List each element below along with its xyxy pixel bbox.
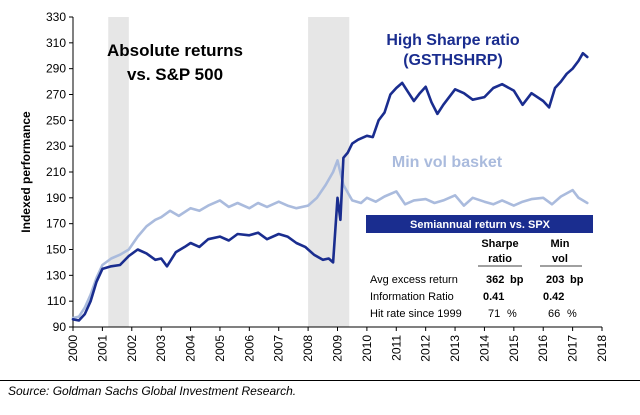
row-label: Information Ratio — [370, 291, 454, 303]
y-tick-label: 170 — [46, 217, 66, 231]
x-tick-label: 2011 — [389, 335, 403, 361]
x-tick-label: 2015 — [507, 335, 521, 362]
row-value-minvol: 203 — [546, 274, 564, 286]
x-tick-label: 2006 — [242, 335, 256, 362]
y-tick-label: 290 — [46, 62, 66, 76]
col-minvol-header-line1: Min — [551, 238, 570, 250]
x-tick-label: 2009 — [331, 335, 345, 362]
recession-shade — [108, 17, 129, 327]
row-value-minvol: 0.42 — [543, 291, 564, 303]
y-tick-label: 110 — [47, 294, 66, 308]
y-tick-label: 250 — [46, 113, 66, 127]
x-tick-label: 2004 — [184, 335, 198, 362]
chart-title-line2: vs. S&P 500 — [127, 65, 223, 84]
col-sharpe-header-line2: ratio — [488, 253, 512, 265]
x-tick-label: 2014 — [477, 335, 491, 362]
y-tick-label: 130 — [46, 268, 66, 282]
series-line-high-sharpe — [71, 51, 589, 322]
x-tick-label: 2008 — [301, 335, 315, 362]
x-tick-label: 2005 — [213, 335, 227, 362]
y-tick-label: 190 — [46, 191, 66, 205]
x-tick-label: 2012 — [419, 335, 433, 362]
y-tick-label: 310 — [46, 36, 66, 50]
y-ticks: 90 110 130 150 170 190 210 230 250 270 290 310 330 — [46, 10, 73, 334]
row-unit-minvol: % — [567, 308, 577, 320]
y-tick-label: 230 — [46, 139, 66, 153]
row-unit-sharpe: % — [507, 308, 517, 320]
shaded-periods — [108, 17, 350, 327]
source-rule — [0, 380, 640, 381]
row-value-sharpe: 0.41 — [483, 291, 504, 303]
stats-table-header: Semiannual return vs. SPX — [410, 219, 551, 231]
row-unit-sharpe: bp — [510, 274, 524, 286]
col-sharpe-header-line1: Sharpe — [481, 238, 518, 250]
x-tick-label: 2001 — [95, 335, 109, 362]
y-tick-label: 90 — [53, 320, 67, 334]
y-tick-label: 150 — [46, 243, 66, 257]
row-unit-minvol: bp — [570, 274, 584, 286]
x-tick-label: 2000 — [66, 335, 80, 362]
stats-table: Semiannual return vs. SPX Sharpe ratio M… — [364, 213, 594, 325]
col-minvol-header-line2: vol — [552, 253, 568, 265]
y-tick-label: 270 — [46, 88, 66, 102]
row-value-sharpe: 71 — [488, 308, 500, 320]
chart: 90 110 130 150 170 190 210 230 250 270 290 310 330 2… — [19, 10, 609, 362]
row-value-minvol: 66 — [548, 308, 560, 320]
y-tick-label: 330 — [46, 10, 66, 24]
series-line-min-vol — [71, 159, 589, 320]
series — [71, 51, 589, 322]
row-label: Hit rate since 1999 — [370, 308, 462, 320]
x-tick-label: 2003 — [154, 335, 168, 362]
x-tick-label: 2017 — [566, 335, 580, 362]
row-value-sharpe: 362 — [486, 274, 504, 286]
x-ticks: 2000 2001 2002 2003 2004 2005 2006 2007 2008 2009… — [66, 327, 609, 362]
x-tick-label: 2007 — [272, 335, 286, 362]
series-label-high-sharpe-line2: (GSTHSHRP) — [403, 52, 503, 69]
y-axis-label: Indexed performance — [19, 111, 33, 233]
series-label-high-sharpe-line1: High Sharpe ratio — [386, 32, 520, 49]
x-tick-label: 2013 — [448, 335, 462, 362]
series-label-min-vol: Min vol basket — [392, 154, 503, 171]
row-label: Avg excess return — [370, 274, 458, 286]
x-tick-label: 2018 — [595, 335, 609, 362]
y-tick-label: 210 — [46, 165, 66, 179]
x-tick-label: 2016 — [536, 335, 550, 362]
x-tick-label: 2002 — [125, 335, 139, 362]
stats-table-header-bar — [366, 215, 593, 233]
x-tick-label: 2010 — [360, 335, 374, 362]
source-note: Source: Goldman Sachs Global Investment … — [8, 384, 297, 398]
chart-title-line1: Absolute returns — [107, 41, 243, 60]
